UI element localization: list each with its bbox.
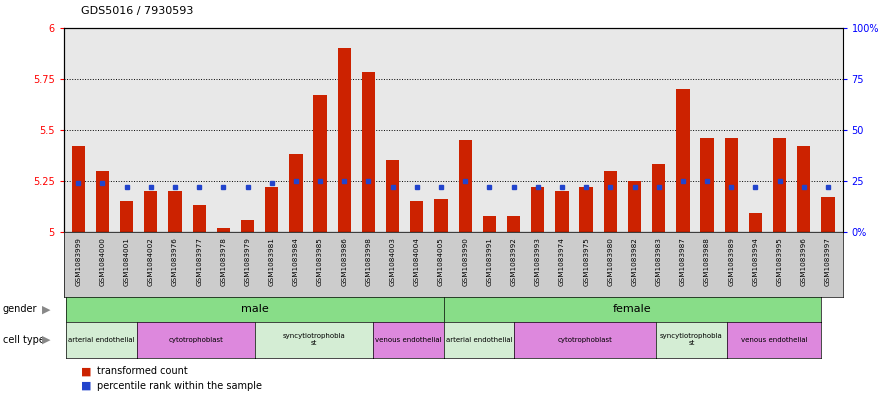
Text: GSM1083984: GSM1083984 (293, 237, 299, 286)
Bar (313, 95, 327, 232)
Bar (700, 138, 713, 232)
Text: GSM1083995: GSM1083995 (777, 237, 782, 286)
Bar (168, 191, 181, 232)
Text: GSM1083977: GSM1083977 (196, 237, 202, 286)
Text: venous endothelial: venous endothelial (741, 337, 807, 343)
Bar (507, 215, 520, 232)
Text: GSM1084005: GSM1084005 (438, 237, 444, 286)
Text: male: male (241, 305, 269, 314)
Text: GSM1083994: GSM1083994 (752, 237, 758, 286)
Bar (531, 187, 544, 232)
Text: syncytiotrophobla
st: syncytiotrophobla st (660, 333, 723, 347)
Bar (241, 220, 254, 232)
Text: female: female (613, 305, 651, 314)
Bar (338, 48, 351, 232)
Text: GSM1083981: GSM1083981 (269, 237, 274, 286)
Text: GSM1083982: GSM1083982 (632, 237, 637, 286)
Text: ▶: ▶ (42, 335, 50, 345)
Bar (821, 197, 835, 232)
Text: GSM1083985: GSM1083985 (317, 237, 323, 286)
Text: GSM1083978: GSM1083978 (220, 237, 227, 286)
Text: GSM1083996: GSM1083996 (801, 237, 807, 286)
Text: GSM1084000: GSM1084000 (99, 237, 105, 286)
Bar (362, 72, 375, 232)
Bar (289, 154, 303, 232)
Text: cell type: cell type (3, 335, 44, 345)
Text: arterial endothelial: arterial endothelial (446, 337, 512, 343)
Text: GSM1083988: GSM1083988 (704, 237, 710, 286)
Bar (386, 160, 399, 232)
Text: GSM1083987: GSM1083987 (680, 237, 686, 286)
Text: ■: ■ (81, 366, 92, 376)
Text: GSM1083979: GSM1083979 (244, 237, 250, 286)
Bar (676, 89, 689, 232)
Bar (627, 181, 641, 232)
Text: GSM1084002: GSM1084002 (148, 237, 154, 286)
Text: GSM1083989: GSM1083989 (728, 237, 735, 286)
Bar (580, 187, 593, 232)
Text: gender: gender (3, 305, 37, 314)
Text: GSM1084004: GSM1084004 (414, 237, 419, 286)
Text: arterial endothelial: arterial endothelial (68, 337, 135, 343)
Bar (266, 187, 279, 232)
Bar (604, 171, 617, 232)
Bar (217, 228, 230, 232)
Bar (773, 138, 786, 232)
Text: GSM1083992: GSM1083992 (511, 237, 517, 286)
Bar (193, 205, 206, 232)
Text: GSM1083974: GSM1083974 (559, 237, 565, 286)
Bar (96, 171, 109, 232)
Bar (72, 146, 85, 232)
Text: cytotrophoblast: cytotrophoblast (558, 337, 612, 343)
Text: GSM1083993: GSM1083993 (535, 237, 541, 286)
Bar (652, 164, 666, 232)
Bar (482, 215, 496, 232)
Bar (144, 191, 158, 232)
Text: venous endothelial: venous endothelial (375, 337, 442, 343)
Text: GSM1083980: GSM1083980 (607, 237, 613, 286)
Text: GSM1083990: GSM1083990 (462, 237, 468, 286)
Bar (749, 213, 762, 232)
Text: ■: ■ (81, 381, 92, 391)
Bar (555, 191, 568, 232)
Text: GSM1083975: GSM1083975 (583, 237, 589, 286)
Text: GSM1083998: GSM1083998 (366, 237, 372, 286)
Text: GSM1083999: GSM1083999 (75, 237, 81, 286)
Bar (435, 199, 448, 232)
Text: GSM1083997: GSM1083997 (825, 237, 831, 286)
Text: percentile rank within the sample: percentile rank within the sample (97, 381, 262, 391)
Text: GDS5016 / 7930593: GDS5016 / 7930593 (81, 6, 194, 16)
Text: GSM1084003: GSM1084003 (389, 237, 396, 286)
Text: cytotrophoblast: cytotrophoblast (168, 337, 223, 343)
Text: GSM1083976: GSM1083976 (172, 237, 178, 286)
Text: ▶: ▶ (42, 305, 50, 314)
Text: GSM1083986: GSM1083986 (342, 237, 347, 286)
Bar (410, 201, 424, 232)
Bar (797, 146, 811, 232)
Bar (725, 138, 738, 232)
Bar (458, 140, 472, 232)
Text: transformed count: transformed count (97, 366, 189, 376)
Text: GSM1084001: GSM1084001 (124, 237, 129, 286)
Text: GSM1083983: GSM1083983 (656, 237, 662, 286)
Text: syncytiotrophobla
st: syncytiotrophobla st (282, 333, 345, 347)
Bar (120, 201, 134, 232)
Text: GSM1083991: GSM1083991 (487, 237, 492, 286)
